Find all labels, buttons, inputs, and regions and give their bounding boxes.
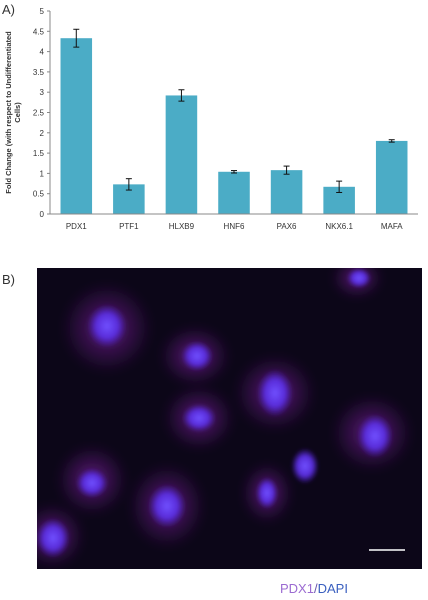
y-tick-label: 3 xyxy=(40,88,45,97)
error-bar xyxy=(231,170,237,174)
nucleus xyxy=(291,448,319,484)
stain-caption: PDX1/DAPI xyxy=(280,581,348,596)
x-category-label: NKX6.1 xyxy=(325,222,353,231)
y-axis-label-line: Cells) xyxy=(13,102,22,123)
bar xyxy=(165,95,198,214)
error-bar xyxy=(125,178,132,191)
y-tick-label: 3.5 xyxy=(33,68,45,77)
x-category-label: HLXB9 xyxy=(169,222,195,231)
nucleus xyxy=(347,268,371,288)
y-axis-label-line: Fold Change (with respect to Undifferent… xyxy=(4,31,13,194)
bars xyxy=(60,38,408,215)
bar xyxy=(218,171,250,214)
bar xyxy=(270,170,303,214)
error-bar xyxy=(388,139,395,143)
x-category-label: MAFA xyxy=(381,222,403,231)
nucleus xyxy=(76,468,108,498)
error-bar xyxy=(178,89,185,102)
nucleus xyxy=(148,484,186,528)
nucleus xyxy=(181,341,213,371)
bar-chart: Fold Change (with respect to Undifferent… xyxy=(4,7,418,231)
nucleus xyxy=(357,414,393,458)
y-tick-label: 0 xyxy=(40,210,45,219)
caption-dapi: DAPI xyxy=(317,581,348,596)
x-category-label: HNF6 xyxy=(224,222,245,231)
y-tick-label: 5 xyxy=(40,7,45,16)
x-category-label: PAX6 xyxy=(277,222,297,231)
error-bar xyxy=(73,28,80,48)
nucleus xyxy=(182,404,216,432)
nucleus xyxy=(87,304,127,348)
y-tick-label: 2 xyxy=(40,129,45,138)
y-tick-label: 2.5 xyxy=(33,109,45,118)
nucleus xyxy=(256,477,278,509)
caption-separator: / xyxy=(313,581,318,596)
y-tick-label: 4 xyxy=(40,48,45,57)
error-bar xyxy=(283,165,290,175)
x-axis-categories: PDX1 PTF1 HLXB9 HNF6 PAX6 NKX6.1 MAFA xyxy=(66,222,403,231)
bar xyxy=(375,140,408,214)
y-tick-label: 0.5 xyxy=(33,190,45,199)
error-bars xyxy=(73,28,395,193)
y-axis-ticks: 0 0.5 1 1.5 2 2.5 3 3.5 4 4.5 5 xyxy=(33,7,50,219)
nuclei xyxy=(37,268,393,558)
y-tick-label: 4.5 xyxy=(33,27,45,36)
x-category-label: PDX1 xyxy=(66,222,87,231)
caption-pdx1: PDX1 xyxy=(280,581,314,596)
nucleus xyxy=(257,369,293,417)
x-category-label: PTF1 xyxy=(119,222,139,231)
panel-a-label: A) xyxy=(2,2,15,17)
y-tick-label: 1 xyxy=(40,169,45,178)
bar xyxy=(60,38,93,215)
nucleus xyxy=(37,518,70,558)
error-bar xyxy=(336,180,343,193)
panel-b-label: B) xyxy=(2,272,15,287)
pdx1-dapi-micrograph xyxy=(37,268,422,569)
y-tick-label: 1.5 xyxy=(33,149,45,158)
y-axis-label: Fold Change (with respect to Undifferent… xyxy=(4,31,22,194)
